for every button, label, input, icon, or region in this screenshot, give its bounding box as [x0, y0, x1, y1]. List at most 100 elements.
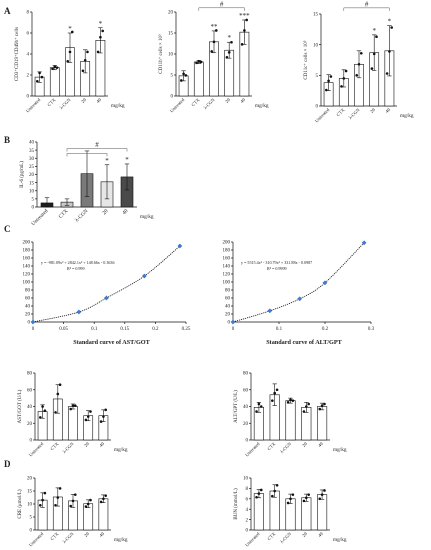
- y-tick-label: 25: [29, 165, 35, 170]
- panel-label-c: C: [4, 224, 11, 234]
- x-category-label: CTX: [266, 531, 277, 542]
- data-point: [58, 383, 62, 387]
- significance-mark: *: [68, 25, 72, 33]
- significance-mark: **: [211, 23, 219, 31]
- data-point: [104, 494, 107, 497]
- y-tick-label: 5: [30, 516, 33, 521]
- x-category-label: 20: [101, 208, 109, 216]
- y-tick-label: 0: [246, 439, 249, 444]
- y-tick-label: 200: [23, 241, 31, 246]
- y-axis-label: ALT/GPT (U/L): [234, 390, 239, 423]
- x-tick-label: 0: [232, 327, 235, 332]
- y-tick-label: 0: [28, 321, 31, 326]
- panel-label-d: D: [4, 459, 11, 469]
- data-point: [76, 309, 82, 315]
- data-point: [43, 409, 47, 412]
- x-category-label: 20: [301, 441, 308, 448]
- comparison-mark: #: [95, 141, 99, 149]
- data-point: [318, 407, 322, 411]
- data-point: [30, 319, 36, 325]
- data-point: [255, 495, 258, 499]
- x-category-label: λ-CGN: [59, 97, 73, 111]
- data-point: [104, 408, 107, 412]
- data-point: [68, 50, 72, 54]
- y-tick-label: 10: [29, 189, 35, 194]
- x-category-label: λ-CGN: [348, 107, 362, 121]
- y-tick-label: 0: [171, 95, 174, 100]
- y-tick-label: 10: [313, 43, 319, 48]
- data-point: [43, 491, 47, 495]
- data-point: [41, 498, 44, 502]
- data-point: [320, 493, 324, 496]
- data-point: [177, 243, 183, 249]
- significance-mark: *: [372, 27, 376, 35]
- x-tick-label: 0.3: [368, 327, 375, 332]
- data-point: [96, 50, 100, 54]
- data-point: [73, 493, 77, 496]
- data-point: [305, 405, 308, 408]
- y-tick-label: 8: [246, 487, 249, 492]
- chart-title: Standard curve of ALT/GPT: [266, 339, 342, 346]
- data-point: [286, 401, 290, 404]
- y-tick-label: 10: [243, 477, 249, 482]
- y-tick-label: 0: [228, 321, 231, 326]
- data-point: [71, 499, 75, 503]
- y-tick-label: 0: [30, 439, 33, 444]
- y-tick-label: 8: [27, 11, 30, 16]
- data-point: [210, 50, 214, 53]
- data-point: [289, 398, 292, 402]
- x-category-label: 20: [83, 441, 90, 448]
- x-category-label: CTX: [49, 441, 60, 452]
- x-category-label: 20: [224, 97, 231, 104]
- data-point: [104, 295, 109, 301]
- y-axis-label: IL-6 (pg/mL): [20, 161, 25, 188]
- data-point: [318, 497, 322, 501]
- data-point: [257, 492, 261, 495]
- data-point: [344, 69, 348, 73]
- data-point: [243, 29, 246, 32]
- x-category-label: 40: [121, 208, 129, 216]
- y-tick-label: 0: [32, 206, 35, 211]
- significance-mark: *: [125, 156, 129, 164]
- y-tick-label: 4: [246, 508, 249, 513]
- data-point: [214, 29, 218, 32]
- x-category-label: 40: [98, 441, 105, 448]
- data-point: [212, 40, 216, 44]
- unit-label: mg/kg: [114, 447, 128, 453]
- x-category-label: λ-CGN: [62, 531, 76, 545]
- data-point: [199, 60, 203, 64]
- y-axis-label: AST/GOT (U/L): [18, 389, 23, 423]
- x-tick-label: 0.15: [120, 327, 129, 332]
- data-point: [275, 483, 279, 487]
- data-point: [36, 80, 39, 83]
- data-point: [359, 51, 363, 55]
- equation-label: y = -981.09x³ + 2842.1x² + 148.66x - 0.3…: [41, 260, 115, 265]
- y-tick-label: 60: [243, 388, 249, 393]
- y-tick-label: 10: [27, 503, 33, 508]
- y-tick-label: 20: [25, 313, 31, 318]
- x-category-label: 20: [80, 97, 87, 104]
- unit-label: mg/kg: [111, 103, 125, 109]
- data-point: [225, 56, 229, 59]
- data-point: [73, 404, 77, 407]
- data-point: [259, 405, 263, 408]
- data-point: [141, 273, 147, 279]
- unit-label: mg/kg: [140, 214, 154, 220]
- bar: [193, 61, 204, 97]
- bar: [68, 406, 78, 441]
- y-tick-label: 5: [171, 74, 174, 79]
- x-category-label: 40: [239, 97, 246, 104]
- data-point: [55, 66, 59, 69]
- y-tick-label: 20: [225, 313, 231, 318]
- bar: [49, 67, 60, 97]
- y-tick-label: 200: [223, 241, 231, 246]
- y-tick-label: 15: [29, 181, 35, 186]
- y-tick-label: 4: [27, 53, 30, 58]
- data-point: [388, 50, 391, 53]
- data-point: [230, 319, 236, 325]
- data-point: [245, 18, 248, 22]
- x-category-label: λ-CGN: [74, 208, 89, 223]
- data-point: [329, 75, 333, 78]
